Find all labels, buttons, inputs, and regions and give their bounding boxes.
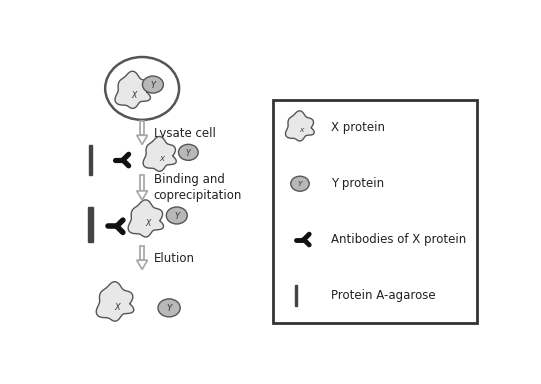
Text: Binding and
coprecipitation: Binding and coprecipitation — [154, 173, 242, 202]
Polygon shape — [286, 111, 314, 141]
Text: X protein: X protein — [331, 121, 385, 134]
FancyBboxPatch shape — [273, 100, 477, 323]
Polygon shape — [137, 135, 148, 144]
Ellipse shape — [105, 57, 179, 120]
Text: X: X — [299, 129, 304, 134]
Ellipse shape — [158, 299, 180, 317]
Bar — [89, 207, 93, 242]
Text: Y: Y — [186, 149, 190, 157]
Text: Y: Y — [174, 212, 179, 221]
Text: X: X — [145, 219, 150, 228]
Text: Y: Y — [298, 182, 302, 187]
Polygon shape — [128, 200, 163, 237]
Text: Antibodies of X protein: Antibodies of X protein — [331, 233, 466, 246]
Text: Protein A-agarose: Protein A-agarose — [331, 289, 436, 302]
Polygon shape — [115, 71, 150, 108]
Bar — [140, 121, 144, 135]
Ellipse shape — [142, 76, 163, 93]
Bar — [89, 145, 93, 175]
Bar — [140, 246, 144, 260]
Text: X: X — [132, 91, 137, 100]
Text: Elution: Elution — [154, 252, 195, 265]
Text: X: X — [114, 303, 120, 311]
Polygon shape — [137, 260, 148, 270]
Polygon shape — [96, 282, 134, 321]
Text: Lysate cell: Lysate cell — [154, 127, 215, 140]
Polygon shape — [143, 136, 176, 171]
Ellipse shape — [179, 144, 198, 161]
Text: X: X — [159, 156, 164, 162]
Text: Y: Y — [167, 304, 171, 313]
Ellipse shape — [291, 176, 309, 191]
Ellipse shape — [166, 207, 187, 224]
Bar — [140, 175, 144, 191]
Bar — [295, 285, 298, 306]
Text: Y protein: Y protein — [331, 177, 384, 190]
Text: Y: Y — [150, 81, 155, 90]
Polygon shape — [137, 191, 148, 200]
